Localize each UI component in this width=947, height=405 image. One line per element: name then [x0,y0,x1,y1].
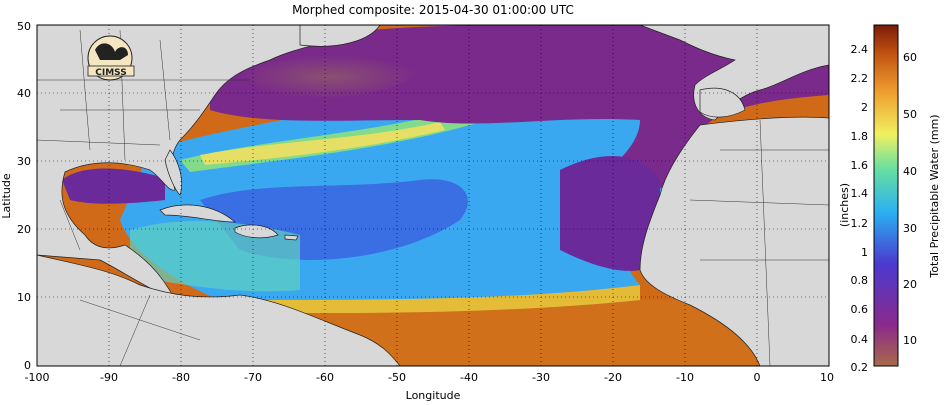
mm-tick-label: 40 [903,165,917,178]
cimss-logo: CIMSS [87,35,135,81]
mm-tick-label: 50 [903,108,917,121]
north-america-land [37,25,371,301]
x-tick-label: -10 [676,371,694,384]
map-frame [36,24,830,367]
x-tick-label: -100 [25,371,50,384]
inch-tick-label: 2.4 [851,43,869,56]
mm-tick-label: 10 [903,334,917,347]
x-tick-label: -60 [316,371,334,384]
map-area: CIMSS [37,25,829,366]
x-axis: -100 -90 -80 -70 -60 -50 -40 -30 -20 -10… [25,371,834,402]
inch-tick-label: 2 [861,101,868,114]
y-tick-label: 50 [17,20,31,33]
map-title: Morphed composite: 2015-04-30 01:00:00 U… [292,3,574,17]
y-tick-label: 40 [17,87,31,100]
europe-land [639,25,829,121]
inch-tick-label: 2.2 [851,72,869,85]
inch-tick-label: 0.4 [851,333,869,346]
borders [37,29,829,366]
south-america-land [37,254,401,366]
y-tick-label: 20 [17,223,31,236]
y-axis-label: Latitude [0,173,13,219]
x-tick-label: 10 [820,371,834,384]
colorbar: 0.2 0.4 0.6 0.8 1 1.2 1.4 1.6 1.8 2 2.2 … [838,24,941,374]
x-tick-label: 0 [754,371,761,384]
cuba-land [159,204,236,223]
x-tick-label: -70 [244,371,262,384]
x-tick-label: -50 [388,371,406,384]
africa-land [639,116,829,366]
inch-tick-label: 0.2 [851,361,869,374]
inch-tick-label: 1.6 [851,159,869,172]
mm-tick-label: 60 [903,51,917,64]
x-tick-label: -80 [172,371,190,384]
inch-tick-label: 0.8 [851,274,869,287]
y-tick-label: 10 [17,291,31,304]
cimss-logo-text: CIMSS [95,68,126,78]
colorbar-inches-label: (inches) [838,183,851,227]
x-tick-label: -40 [460,371,478,384]
inch-tick-label: 1.8 [851,130,869,143]
y-axis: 0 10 20 30 40 50 Latitude [0,20,31,372]
x-tick-label: -20 [604,371,622,384]
colorbar-mm-ticks: 10 20 30 40 50 60 [903,51,917,347]
colorbar-gradient [873,24,899,367]
gridlines [37,25,829,366]
inch-tick-label: 0.6 [851,303,869,316]
inch-tick-label: 1 [861,246,868,259]
x-tick-label: -30 [532,371,550,384]
mm-tick-label: 20 [903,278,917,291]
x-axis-label: Longitude [406,389,461,402]
y-tick-label: 0 [24,359,31,372]
colorbar-tpw-label: Total Precipitable Water (mm) [928,114,941,278]
land-masses [37,25,829,366]
colorbar-inch-ticks: 0.2 0.4 0.6 0.8 1 1.2 1.4 1.6 1.8 2 2.2 … [851,43,869,374]
mm-tick-label: 30 [903,222,917,235]
x-tick-label: -90 [100,371,118,384]
y-tick-label: 30 [17,155,31,168]
inch-tick-label: 1.2 [851,217,869,230]
inch-tick-label: 1.4 [851,187,869,200]
